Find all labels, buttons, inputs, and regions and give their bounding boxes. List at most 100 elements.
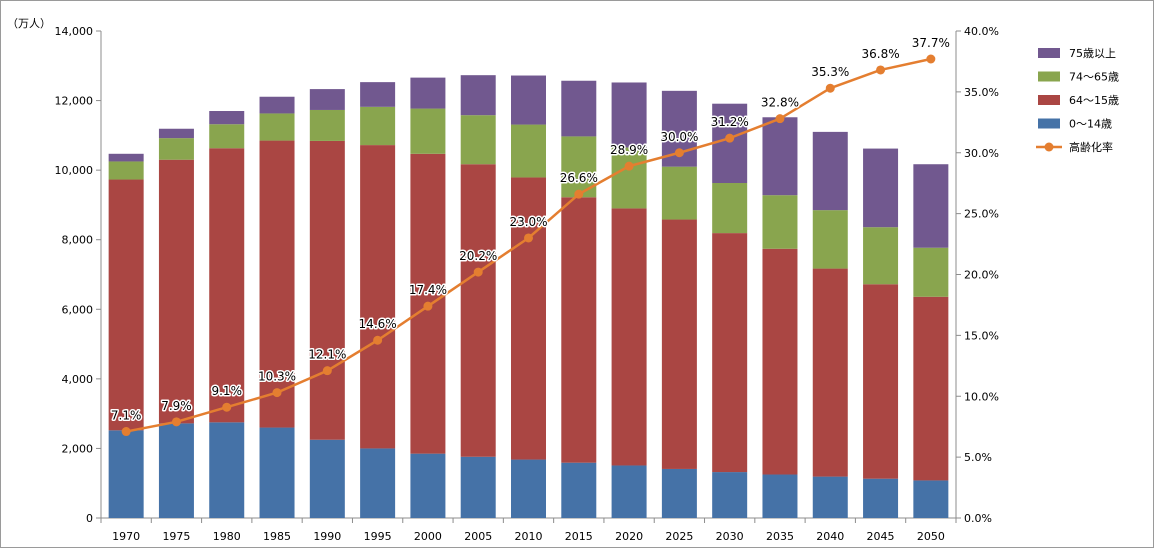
bar-segment — [712, 233, 748, 473]
aging-rate-label: 30.0% — [660, 130, 698, 144]
bar-segment — [812, 476, 848, 518]
y-tick-label-left: 6,000 — [62, 303, 94, 316]
bar-segment — [108, 430, 144, 518]
aging-rate-point — [876, 65, 886, 75]
bar-segment — [209, 422, 245, 518]
aging-rate-label: 28.9% — [610, 143, 648, 157]
y-tick-label-right: 20.0% — [964, 269, 999, 282]
bar-segment — [611, 208, 647, 466]
bar-segment — [259, 96, 295, 114]
y-tick-label-left: 4,000 — [62, 373, 94, 386]
bar-segment — [108, 153, 144, 162]
bar-segment — [209, 148, 245, 423]
aging-rate-point — [121, 427, 131, 437]
bar-segment — [360, 82, 396, 107]
legend-label: 高齢化率 — [1069, 140, 1113, 154]
aging-rate-point — [171, 417, 181, 427]
aging-rate-point — [775, 114, 785, 124]
x-tick-label: 2000 — [414, 530, 442, 543]
x-tick-label: 2020 — [615, 530, 643, 543]
x-tick-label: 2030 — [716, 530, 744, 543]
bar-segment — [611, 82, 647, 148]
legend-swatch — [1038, 71, 1060, 82]
x-tick-label: 2040 — [816, 530, 844, 543]
bar-segment — [460, 164, 496, 457]
aging-rate-label: 12.1% — [308, 348, 346, 362]
y-tick-label-right: 0.0% — [964, 512, 992, 525]
aging-rate-label: 35.3% — [811, 65, 849, 79]
x-tick-label: 1985 — [263, 530, 291, 543]
legend-label: 75歳以上 — [1069, 47, 1116, 60]
legend-line-marker — [1044, 142, 1054, 152]
bar-segment — [561, 80, 597, 137]
bar-segment — [712, 472, 748, 518]
bar-segment — [863, 284, 899, 479]
aging-rate-label: 7.1% — [111, 409, 142, 423]
aging-rate-point — [222, 402, 232, 412]
aging-rate-point — [825, 83, 835, 93]
legend-swatch — [1038, 48, 1060, 58]
bar-segment — [661, 468, 697, 518]
bar-segment — [158, 423, 194, 518]
aging-rate-point — [725, 133, 735, 143]
aging-rate-point — [926, 54, 936, 64]
bar-segment — [863, 227, 899, 285]
bar-segment — [460, 456, 496, 518]
aging-rate-label: 36.8% — [861, 47, 899, 61]
aging-rate-label: 26.6% — [560, 171, 598, 185]
bar-segment — [108, 161, 144, 180]
bar-segment — [158, 128, 194, 139]
aging-rate-label: 14.6% — [359, 317, 397, 331]
bar-segment — [360, 448, 396, 518]
aging-rate-label: 23.0% — [509, 215, 547, 229]
bar-segment — [511, 459, 546, 518]
x-tick-label: 1995 — [364, 530, 392, 543]
aging-rate-label: 10.3% — [258, 370, 296, 384]
bar-segment — [611, 465, 647, 518]
bar-segment — [762, 248, 798, 475]
legend-swatch — [1038, 95, 1060, 105]
aging-rate-point — [272, 388, 282, 398]
aging-rate-label: 17.4% — [409, 283, 447, 297]
aging-rate-label: 9.1% — [211, 384, 242, 398]
x-tick-label: 1975 — [162, 530, 190, 543]
bar-segment — [913, 247, 949, 297]
aging-rate-point — [624, 161, 634, 171]
x-tick-label: 2010 — [515, 530, 543, 543]
y-tick-label-right: 10.0% — [964, 390, 999, 403]
bar-segment — [259, 140, 295, 428]
bar-segment — [410, 453, 446, 518]
bar-segment — [309, 439, 345, 518]
bar-segment — [460, 75, 496, 116]
y-tick-label-left: 10,000 — [55, 164, 94, 177]
legend-label: 0〜14歳 — [1069, 118, 1112, 131]
x-tick-label: 2035 — [766, 530, 794, 543]
x-tick-label: 2015 — [565, 530, 593, 543]
bar-segment — [812, 210, 848, 269]
bar-segment — [712, 183, 748, 234]
aging-rate-label: 37.7% — [912, 36, 950, 50]
bar-segment — [460, 115, 496, 165]
bar-segment — [360, 106, 396, 146]
aging-rate-label: 7.9% — [161, 399, 192, 413]
x-tick-label: 1980 — [213, 530, 241, 543]
bar-segment — [410, 77, 446, 109]
y-tick-label-right: 15.0% — [964, 329, 999, 342]
x-tick-label: 2025 — [665, 530, 693, 543]
y-tick-label-right: 30.0% — [964, 147, 999, 160]
bar-segment — [108, 179, 144, 431]
bar-segment — [561, 462, 597, 518]
bar-segment — [309, 140, 345, 440]
bar-segment — [511, 75, 546, 125]
bar-segment — [863, 478, 899, 518]
x-tick-label: 2045 — [867, 530, 895, 543]
aging-rate-point — [373, 335, 383, 345]
bar-segment — [259, 427, 295, 518]
bar-segment — [762, 117, 798, 196]
aging-rate-point — [574, 189, 584, 199]
x-tick-label: 2050 — [917, 530, 945, 543]
bar-segment — [812, 268, 848, 477]
y-tick-label-right: 40.0% — [964, 25, 999, 38]
